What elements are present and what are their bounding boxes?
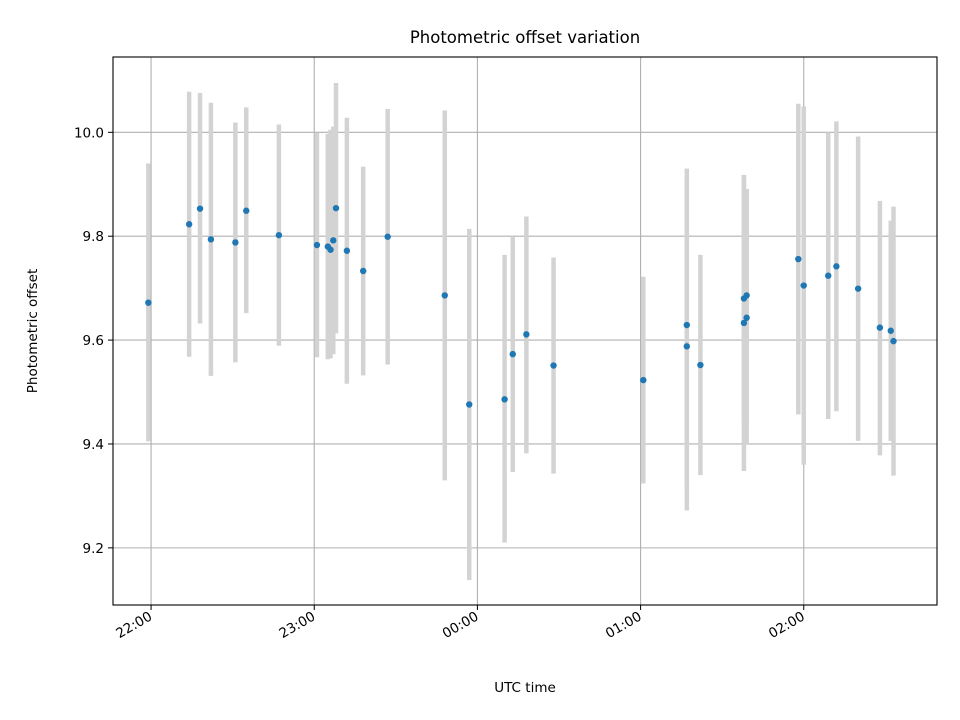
data-point <box>332 204 340 212</box>
data-point <box>196 205 204 212</box>
data-point <box>501 396 508 403</box>
y-tick-label: 9.2 <box>83 541 104 557</box>
data-point <box>327 246 334 253</box>
y-tick-label: 9.6 <box>83 333 104 349</box>
data-point <box>509 350 516 358</box>
plot-frame <box>112 56 938 606</box>
data-point <box>743 314 750 321</box>
data-point <box>795 255 802 263</box>
data-point <box>640 376 647 384</box>
data-point <box>185 221 193 228</box>
data-point <box>683 321 691 329</box>
y-tick-label: 9.4 <box>83 437 104 453</box>
data-point <box>743 292 750 299</box>
data-point <box>275 231 283 239</box>
data-point <box>800 282 807 289</box>
data-point <box>145 299 152 306</box>
data-point <box>523 331 530 338</box>
data-point <box>697 361 704 369</box>
data-point <box>313 241 321 249</box>
y-tick-label: 10.0 <box>74 125 104 141</box>
y-axis-label: Photometric offset <box>25 269 41 393</box>
data-point <box>550 362 557 369</box>
data-point <box>343 247 351 254</box>
data-point <box>876 324 884 331</box>
x-axis-label: UTC time <box>494 680 556 696</box>
data-point <box>890 337 897 345</box>
y-tick-label: 9.8 <box>83 229 104 245</box>
data-point <box>740 319 748 327</box>
data-point <box>384 233 391 240</box>
data-point <box>887 327 894 334</box>
data-point <box>441 292 448 299</box>
chart-title: Photometric offset variation <box>410 28 640 47</box>
data-point <box>243 207 250 214</box>
data-point <box>466 401 473 408</box>
data-point <box>232 239 239 246</box>
data-points <box>145 204 897 408</box>
data-point <box>825 272 832 279</box>
data-point <box>330 237 337 244</box>
data-point <box>207 236 215 243</box>
data-point <box>833 263 840 270</box>
data-point <box>683 343 691 350</box>
data-point <box>359 267 367 275</box>
data-point <box>854 285 862 292</box>
